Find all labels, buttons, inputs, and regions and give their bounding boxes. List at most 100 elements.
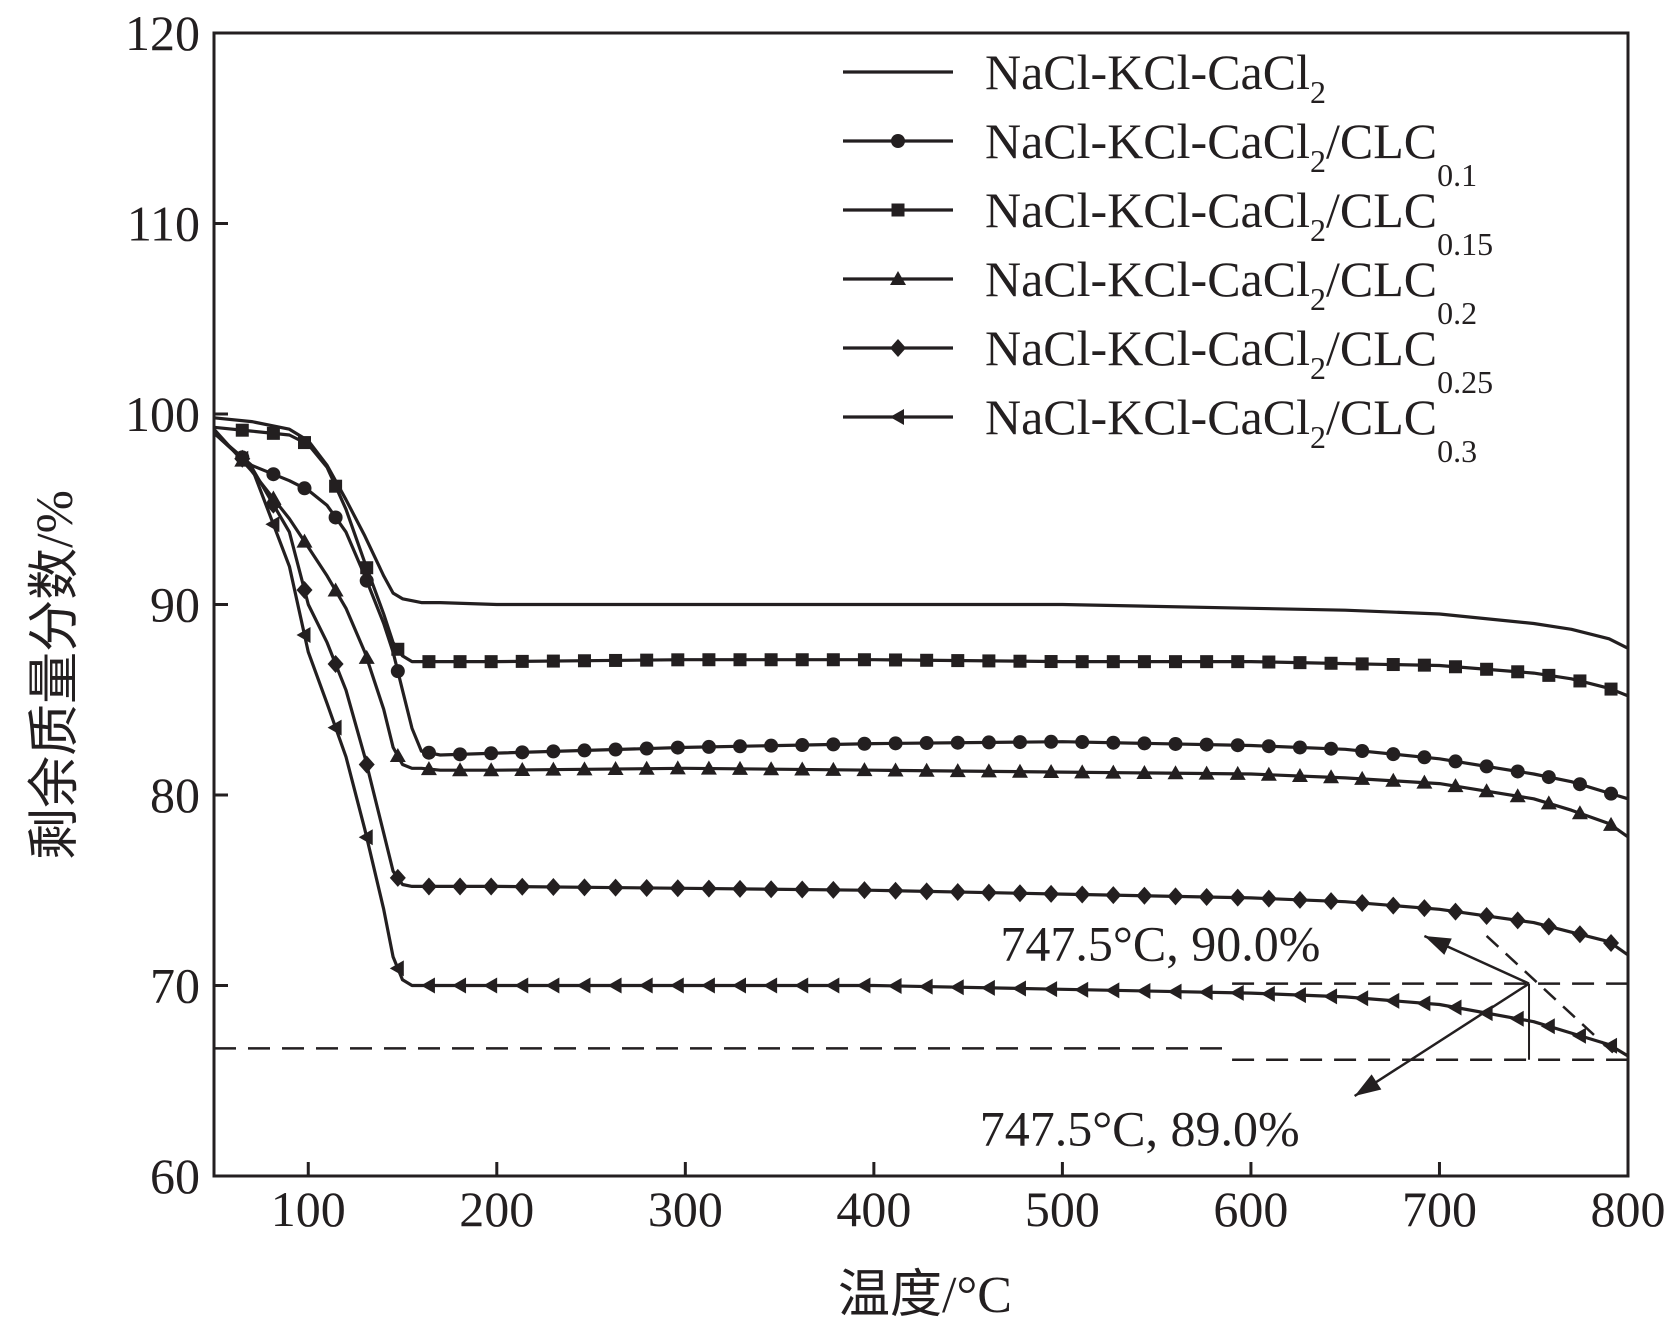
series-3-point [576,761,593,776]
series-3-point [856,762,873,777]
series-4-point [545,878,562,897]
series-5-point [732,977,747,994]
legend-marker [890,271,906,285]
series-5-point [700,977,715,994]
series-5-point [358,829,373,846]
series-0-point [1386,747,1401,762]
series-5-point [918,978,933,995]
series-3-point [1136,764,1153,779]
series-0-point [670,740,685,755]
series-4-point [918,882,935,901]
series-0-point [639,741,654,756]
series-2-point [826,653,840,667]
series-5-point [1509,1010,1524,1027]
series-4-point [887,881,904,900]
series-4-point [732,879,749,898]
series-line-1 [213,416,1629,650]
x-tick-label: 600 [1213,1181,1288,1237]
series-3-point [1105,764,1122,779]
series-0-point [421,745,436,760]
series-2-point [889,653,903,667]
legend-label: NaCl-KCl-CaCl2/CLC0.3 [985,389,1477,469]
series-4-point [420,877,437,896]
series-2-point [1542,668,1556,682]
series-5-point [1323,988,1338,1005]
series-5-point [514,977,529,994]
reference-layer [214,935,1628,1062]
series-5-point [1354,990,1369,1007]
series-3-point [327,582,344,597]
series-5-point [856,977,871,994]
series-3-point [794,761,811,776]
series-5-point [1416,995,1431,1012]
series-2-point [235,423,249,437]
series-3-point [638,760,655,775]
series-4-point [1105,886,1122,905]
series-0-point [1417,750,1432,765]
series-4-point [825,880,842,899]
series-0-point [826,737,841,752]
y-tick-label: 60 [150,1148,200,1204]
y-tick-label: 90 [150,577,200,633]
series-5-point [265,516,280,533]
series-2-point [1169,655,1183,669]
series-3-point [389,747,406,762]
series-0-point [701,739,716,754]
axes-layer: 100 200 300 400 500 600 700 800 60 70 80 90 100 110 12… [125,5,1666,1237]
series-2-point [920,653,934,667]
series-5-point [452,977,467,994]
series-3-point [1323,769,1340,784]
series-4-point [1043,884,1060,903]
series-3-point [732,760,749,775]
series-0-point [328,510,343,525]
series-4-point [700,879,717,898]
y-axis-title: 剩余质量分数/% [27,490,84,860]
series-3-point [420,761,437,776]
series-2-point [546,654,560,668]
series-3-point [1043,764,1060,779]
arrowhead-0 [1424,935,1452,955]
series-5-point [1291,987,1306,1004]
series-0-point [546,744,561,759]
series-0-point [1012,735,1027,750]
legend-marker [890,339,906,357]
series-5-point [483,977,498,994]
series-5-point [1198,984,1213,1001]
series-3-point [980,763,997,778]
series-3-point [514,761,531,776]
y-tick-label: 80 [150,767,200,823]
series-2-point [1075,655,1089,669]
series-0-point [1292,740,1307,755]
series-2-point [640,653,654,667]
series-3-point [1198,765,1215,780]
legend-label: NaCl-KCl-CaCl2 [985,44,1326,110]
annotation-label-1: 747.5°C, 89.0% [980,1100,1300,1156]
series-2-point [297,436,311,450]
series-5-point [1571,1027,1586,1044]
series-4-point [514,877,531,896]
series-5-point [949,979,964,996]
legend-label: NaCl-KCl-CaCl2/CLC0.25 [985,320,1493,400]
series-4-point [607,878,624,897]
series-4-point [794,880,811,899]
series-4-point [1291,890,1308,909]
series-0-point [857,736,872,751]
legend-marker [891,134,905,148]
series-5-point [1385,992,1400,1009]
series-4-point [1011,884,1028,903]
series-0-point [1230,738,1245,753]
series-0-point [1510,764,1525,779]
series-5-point [763,977,778,994]
series-0-point [266,467,281,482]
series-0-point [919,736,934,751]
series-2-point [1417,658,1431,672]
series-3-point [669,760,686,775]
series-3-point [1167,765,1184,780]
series-5-point [1011,980,1026,997]
series-4-point [1074,885,1091,904]
series-5-point [1074,981,1089,998]
legend-item-5: NaCl-KCl-CaCl2/CLC0.3 [843,389,1477,469]
annotation-arrow-1 [1353,982,1530,1098]
series-3-point [949,763,966,778]
